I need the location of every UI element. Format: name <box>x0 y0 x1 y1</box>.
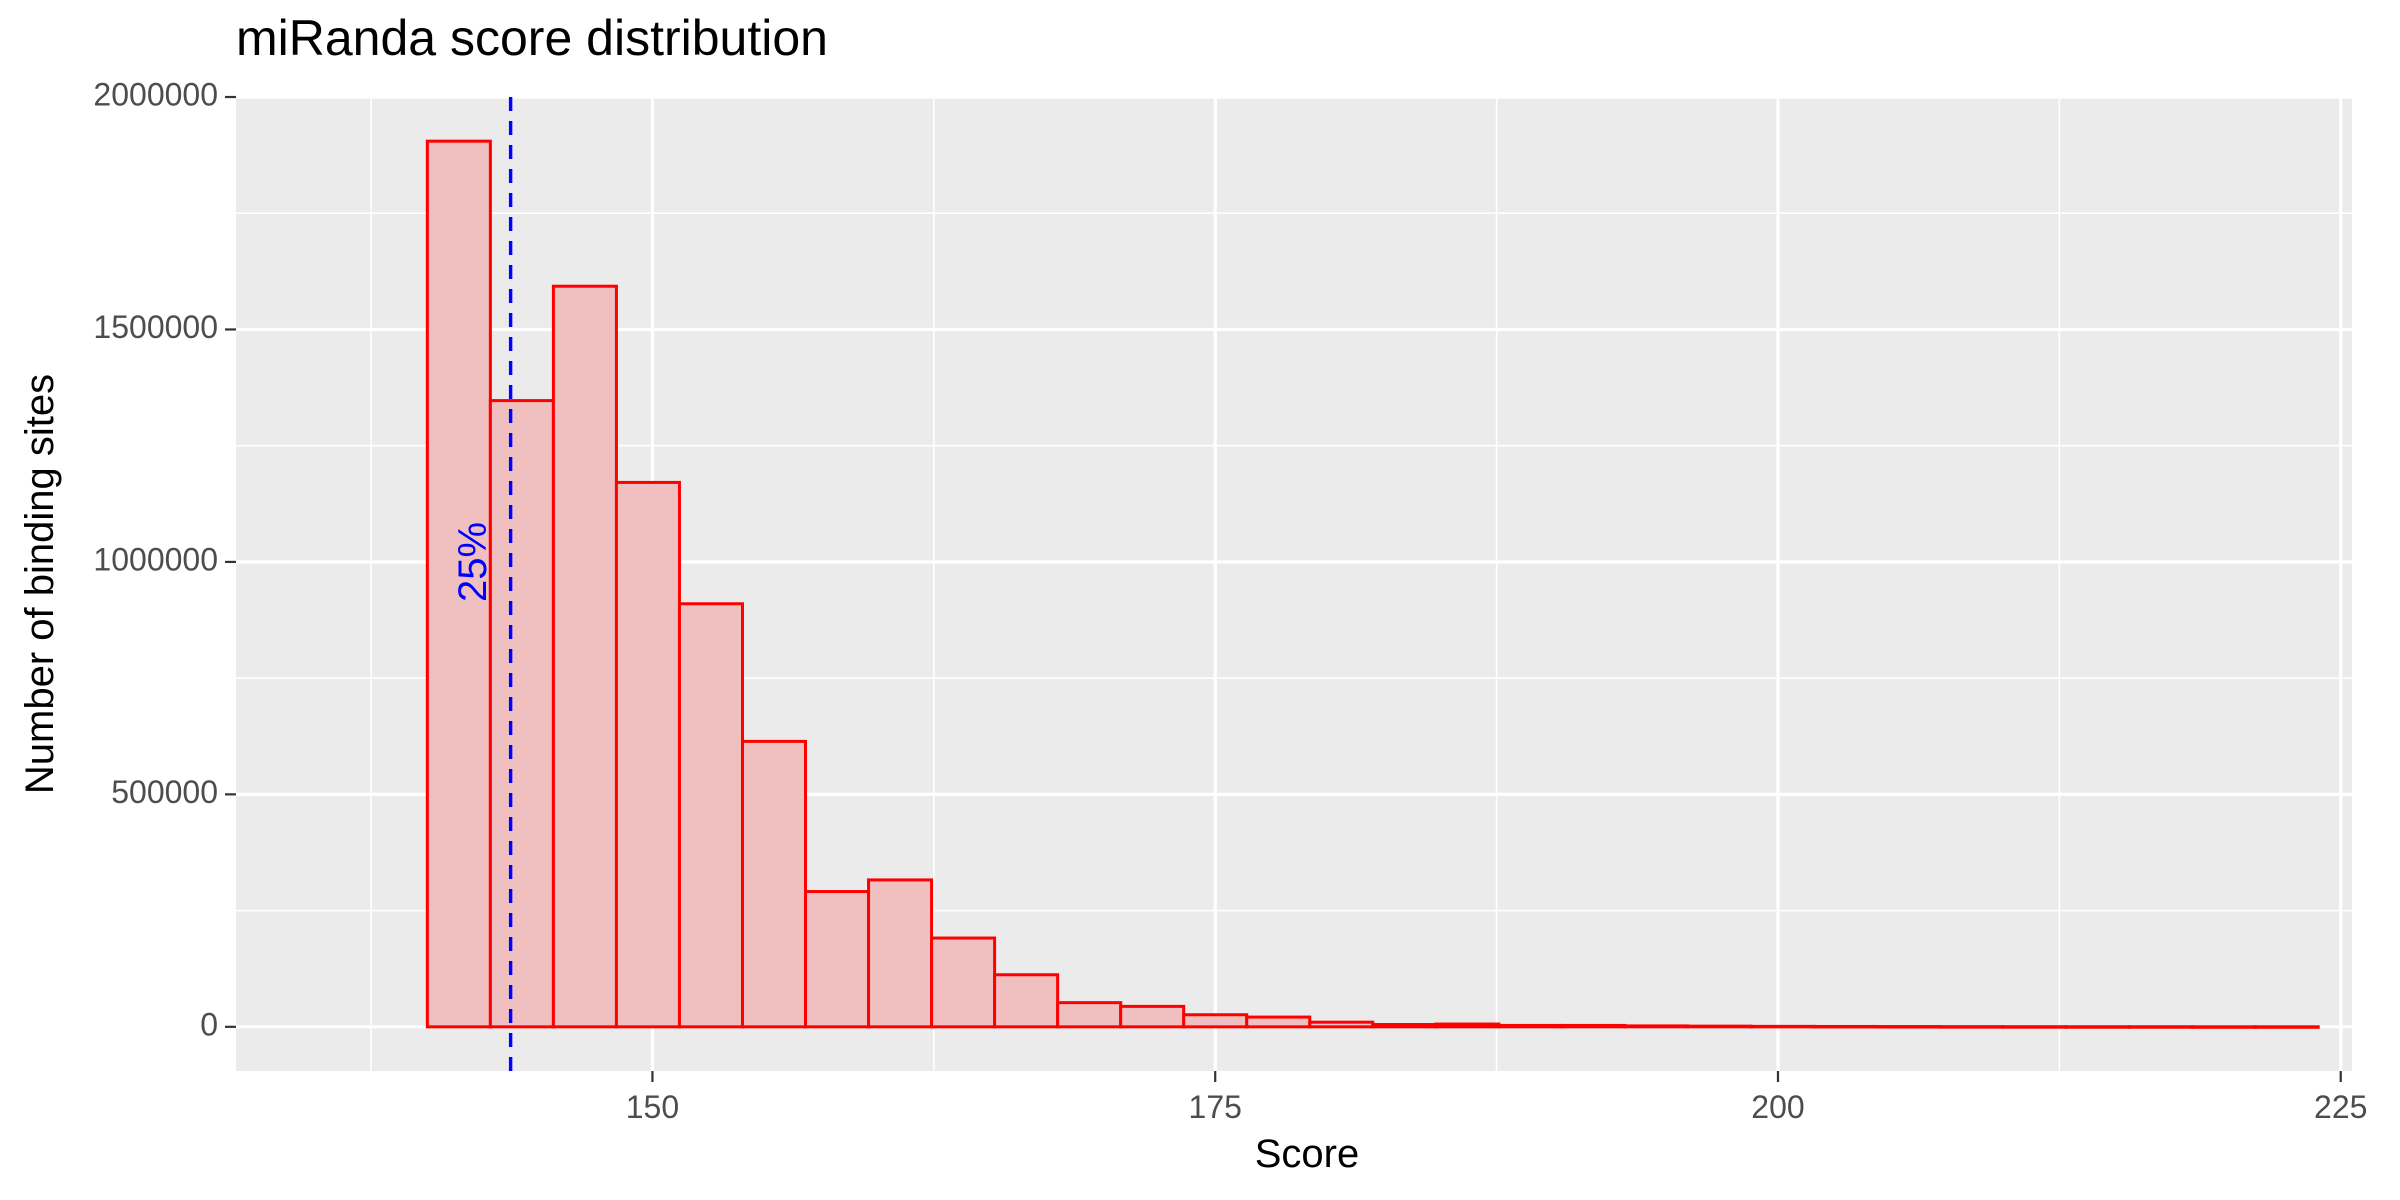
histogram-bar <box>677 602 744 1029</box>
histogram-bar <box>2127 1025 2194 1029</box>
chart-title: miRanda score distribution <box>236 10 828 66</box>
y-axis-title: Number of binding sites <box>18 374 62 794</box>
histogram-bar <box>614 480 681 1029</box>
histogram-bar <box>2001 1025 2068 1029</box>
y-axis: 0 500000 1000000 1500000 2000000 <box>93 76 236 1042</box>
histogram-bar <box>1056 1001 1123 1029</box>
y-tick-label: 500000 <box>111 774 218 810</box>
histogram-bar <box>551 284 618 1029</box>
histogram-bar <box>2190 1025 2257 1029</box>
x-axis: 150 175 200 225 <box>626 1071 2367 1125</box>
histogram-bar <box>1371 1023 1438 1029</box>
histogram-bar <box>1308 1020 1375 1029</box>
x-tick-label: 150 <box>626 1089 679 1125</box>
histogram-bar <box>1938 1025 2005 1029</box>
histogram-bar <box>1623 1024 1690 1029</box>
histogram-bar <box>1497 1023 1564 1029</box>
histogram-bar <box>930 936 997 1029</box>
histogram-bar <box>1119 1004 1186 1029</box>
x-tick-label: 175 <box>1189 1089 1242 1125</box>
histogram-bar <box>1560 1023 1627 1029</box>
histogram-bar <box>488 399 555 1029</box>
x-tick-label: 200 <box>1751 1089 1804 1125</box>
x-tick-label: 225 <box>2314 1089 2367 1125</box>
histogram-bar <box>425 139 492 1029</box>
histogram-bar <box>2064 1025 2131 1029</box>
histogram-bar <box>2253 1025 2320 1029</box>
histogram-bar <box>1749 1024 1816 1029</box>
reference-line-label: 25% <box>451 522 495 602</box>
y-tick-label: 1500000 <box>93 309 218 345</box>
histogram-bar <box>1245 1015 1312 1029</box>
histogram-bars <box>425 139 2320 1029</box>
histogram-bar <box>1812 1024 1879 1029</box>
histogram-bar <box>1434 1022 1501 1029</box>
histogram-bar <box>1875 1025 1942 1029</box>
y-tick-label: 1000000 <box>93 541 218 577</box>
histogram-bar <box>740 739 808 1029</box>
reference-line-group: 25% <box>451 97 513 1071</box>
histogram-bar <box>1182 1013 1249 1029</box>
y-tick-label: 0 <box>200 1006 218 1042</box>
histogram-bar <box>993 973 1060 1029</box>
histogram-bar <box>867 878 934 1029</box>
y-tick-label: 2000000 <box>93 76 218 112</box>
x-axis-title: Score <box>1255 1132 1360 1176</box>
histogram-bar <box>1686 1024 1753 1029</box>
histogram-bar <box>804 890 871 1029</box>
